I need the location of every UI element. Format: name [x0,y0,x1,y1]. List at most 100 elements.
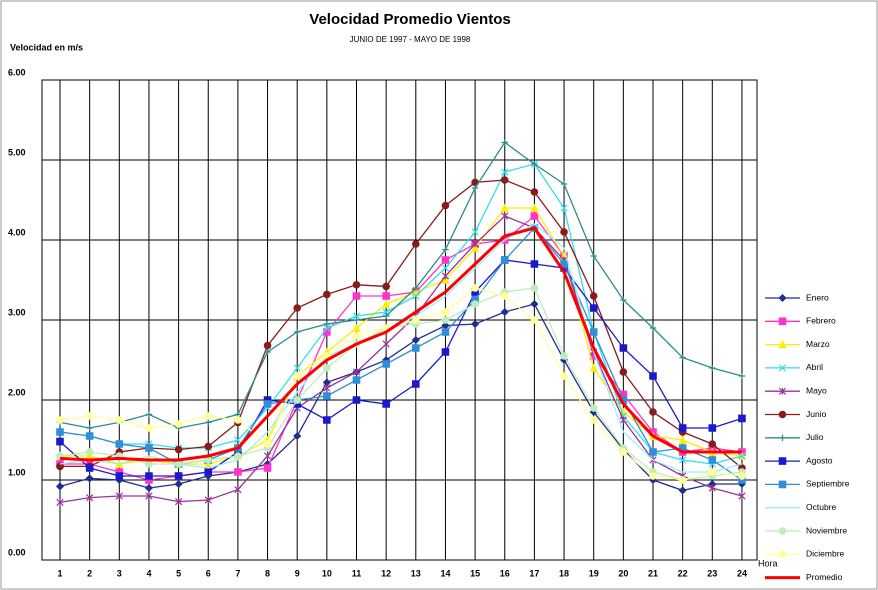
point-marker [441,272,450,280]
x-tick-label: 4 [146,568,151,578]
point-marker [589,304,598,312]
y-tick-label: 6.00 [8,67,26,77]
point-marker [471,184,479,192]
point-marker [619,344,628,352]
point-marker [441,275,450,284]
point-marker [708,424,717,432]
point-marker [560,372,568,380]
point-marker [530,299,539,309]
point-marker [293,364,301,372]
point-marker [500,292,509,300]
series-line [59,287,743,481]
point-marker [382,312,390,320]
point-marker [323,324,331,332]
point-marker [86,493,94,502]
point-marker [145,492,153,500]
point-marker [204,459,213,468]
point-marker [205,419,212,426]
legend-label: Mayo [806,385,827,395]
point-marker [85,432,94,440]
point-marker [649,324,657,332]
x-tick-label: 6 [206,568,211,578]
point-marker [56,428,64,436]
point-marker [589,292,598,300]
point-marker [204,442,213,451]
legend-marker [778,550,787,559]
point-marker [500,176,509,184]
point-marker [353,316,360,324]
chart-title: Velocidad Promedio Vientos [309,11,510,28]
y-tick-label: 0.00 [8,547,26,557]
point-marker [293,396,302,404]
series-line [59,287,743,481]
chart-subtitle: JUNIO DE 1997 - MAYO DE 1998 [350,35,471,44]
point-marker [293,372,302,380]
point-marker [560,180,568,188]
point-marker [738,492,746,500]
x-tick-label: 12 [381,568,391,578]
legend-marker [778,387,787,395]
point-marker [174,479,183,489]
point-marker [293,304,302,312]
point-marker [560,352,568,360]
point-marker [145,424,153,432]
point-marker [115,440,124,448]
point-marker [411,240,420,248]
point-marker [352,323,361,332]
x-tick-label: 20 [618,568,628,578]
point-marker [352,368,361,376]
point-marker [619,368,628,376]
legend-label: Junio [806,409,827,419]
point-marker [442,246,449,253]
legend-label: Diciembre [806,549,845,559]
series-line [59,226,742,462]
x-tick-label: 18 [559,568,569,578]
point-marker [738,452,746,460]
point-marker [738,372,746,380]
point-marker [590,252,597,260]
point-marker [501,212,509,220]
x-tick-label: 7 [235,568,240,578]
point-marker [441,256,450,264]
point-marker [55,482,65,491]
point-marker [352,376,361,384]
point-marker [471,300,479,308]
x-tick-label: 11 [352,568,362,578]
series-line [60,215,743,481]
point-marker [234,436,242,444]
point-marker [441,316,450,324]
point-marker [471,284,479,292]
point-marker [441,201,450,210]
point-marker [678,435,687,444]
point-marker [530,284,539,292]
x-tick-label: 15 [470,568,480,578]
x-tick-label: 21 [648,568,658,578]
point-marker [85,448,94,456]
point-marker [619,416,627,424]
legend-marker [779,434,786,441]
point-marker [560,228,568,236]
legend-label: Septiembre [806,479,850,489]
point-marker [738,414,746,423]
point-marker [589,416,598,424]
point-marker [56,498,64,507]
point-marker [620,296,627,304]
y-tick-label: 4.00 [8,227,26,237]
point-marker [263,452,272,460]
plot-border [41,79,758,561]
point-marker [115,492,123,500]
legend-label: Promedio [806,572,843,582]
series-line [59,303,742,492]
y-axis-label: Velocidad en m/s [10,42,83,52]
point-marker [382,360,390,368]
point-marker [234,468,242,476]
point-marker [441,308,450,316]
point-marker [174,420,183,428]
point-marker [530,316,539,324]
point-marker [56,462,64,471]
x-tick-label: 1 [57,568,62,578]
point-marker [530,212,539,220]
point-marker [411,316,420,324]
point-marker [649,472,657,480]
point-marker [412,284,419,292]
